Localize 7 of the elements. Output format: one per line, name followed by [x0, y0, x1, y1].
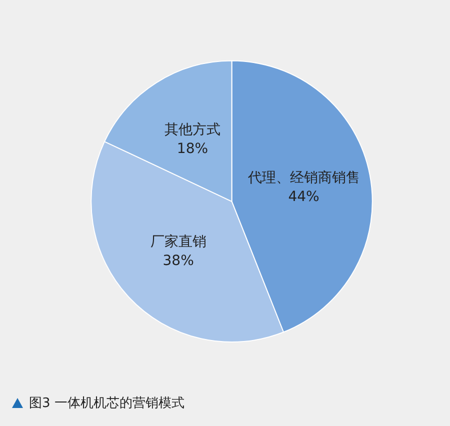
data-label: 38% — [162, 253, 194, 270]
slice-label: 其他方式 — [164, 122, 220, 138]
data-label: 44% — [288, 189, 320, 206]
caption: 图3 一体机机芯的营销模式 — [29, 395, 184, 412]
data-label: 18% — [176, 141, 208, 158]
slice-label: 代理、经销商销售 — [246, 170, 360, 186]
slice-label: 厂家直销 — [150, 234, 206, 250]
